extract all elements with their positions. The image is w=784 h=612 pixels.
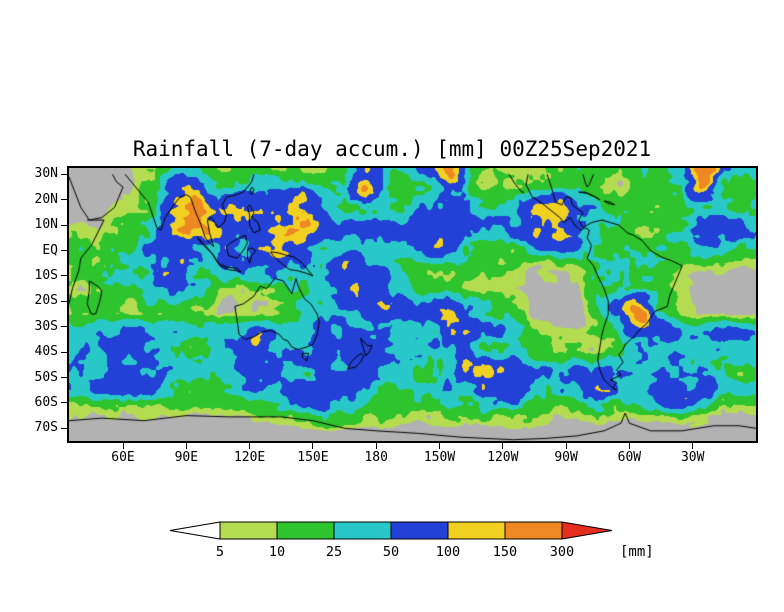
x-tick-label-60E: 60E	[111, 450, 135, 465]
colorbar-units-label: [mm]	[620, 544, 654, 560]
x-axis-tick	[502, 443, 504, 449]
colorbar-band-5	[219, 521, 278, 540]
y-axis-tick	[61, 427, 67, 429]
y-axis-tick	[61, 250, 67, 252]
y-axis-tick	[61, 351, 67, 353]
colorbar-label-150: 150	[493, 544, 517, 560]
colorbar-arrow-above	[561, 521, 613, 540]
colorbar-label-5: 5	[216, 544, 224, 560]
y-tick-label-20N: 20N	[34, 191, 58, 207]
colorbar-band-25	[333, 521, 392, 540]
y-tick-label-50S: 50S	[34, 369, 58, 385]
x-axis-tick	[692, 443, 694, 449]
x-tick-label-180: 180	[364, 450, 388, 465]
colorbar-band-100	[447, 521, 506, 540]
colorbar-band-150	[504, 521, 563, 540]
x-tick-label-90W: 90W	[554, 450, 578, 465]
y-tick-label-EQ: EQ	[42, 242, 58, 258]
chart-title: Rainfall (7-day accum.) [mm] 00Z25Sep202…	[132, 137, 652, 161]
colorbar: 5 10 25 50 100 150 300 [mm]	[169, 521, 654, 560]
y-axis-tick	[61, 326, 67, 328]
x-tick-label-120W: 120W	[487, 450, 519, 465]
x-axis-tick	[628, 443, 630, 449]
x-tick-label-60W: 60W	[617, 450, 642, 465]
y-tick-label-10S: 10S	[34, 267, 58, 283]
x-tick-label-120E: 120E	[233, 450, 266, 465]
x-axis-tick	[122, 443, 124, 449]
y-tick-label-10N: 10N	[34, 217, 58, 233]
x-axis-tick	[565, 443, 567, 449]
colorbar-band-50	[390, 521, 449, 540]
colorbar-label-25: 25	[326, 544, 342, 560]
y-axis-tick	[61, 224, 67, 226]
y-axis-tick	[61, 199, 67, 201]
y-tick-label-30S: 30S	[34, 318, 58, 334]
x-tick-label-150W: 150W	[423, 450, 456, 465]
x-axis-tick	[249, 443, 251, 449]
x-tick-label-150E: 150E	[297, 450, 329, 465]
y-tick-label-40S: 40S	[34, 344, 58, 360]
y-tick-label-70S: 70S	[34, 420, 58, 436]
y-tick-label-20S: 20S	[34, 293, 58, 309]
colorbar-label-100: 100	[436, 544, 460, 560]
rainfall-map-canvas	[69, 168, 756, 441]
colorbar-arrow-below	[169, 521, 221, 540]
y-axis-tick	[61, 402, 67, 404]
x-axis-tick	[185, 443, 187, 449]
colorbar-label-50: 50	[383, 544, 399, 560]
y-axis-tick	[61, 275, 67, 277]
y-tick-label-60S: 60S	[34, 394, 58, 410]
y-axis-tick	[61, 377, 67, 378]
x-tick-label-30W: 30W	[680, 450, 705, 465]
colorbar-label-300: 300	[550, 544, 574, 560]
colorbar-band-10	[276, 521, 335, 540]
y-tick-label-30N: 30N	[34, 166, 58, 182]
x-tick-label-90E: 90E	[174, 450, 199, 465]
colorbar-label-10: 10	[269, 544, 285, 560]
map-plot-area	[67, 166, 758, 443]
x-axis-tick	[439, 443, 440, 449]
y-axis-tick	[61, 300, 67, 302]
x-axis-tick	[312, 443, 314, 449]
y-axis-tick	[61, 173, 67, 175]
x-axis-tick	[375, 443, 377, 449]
